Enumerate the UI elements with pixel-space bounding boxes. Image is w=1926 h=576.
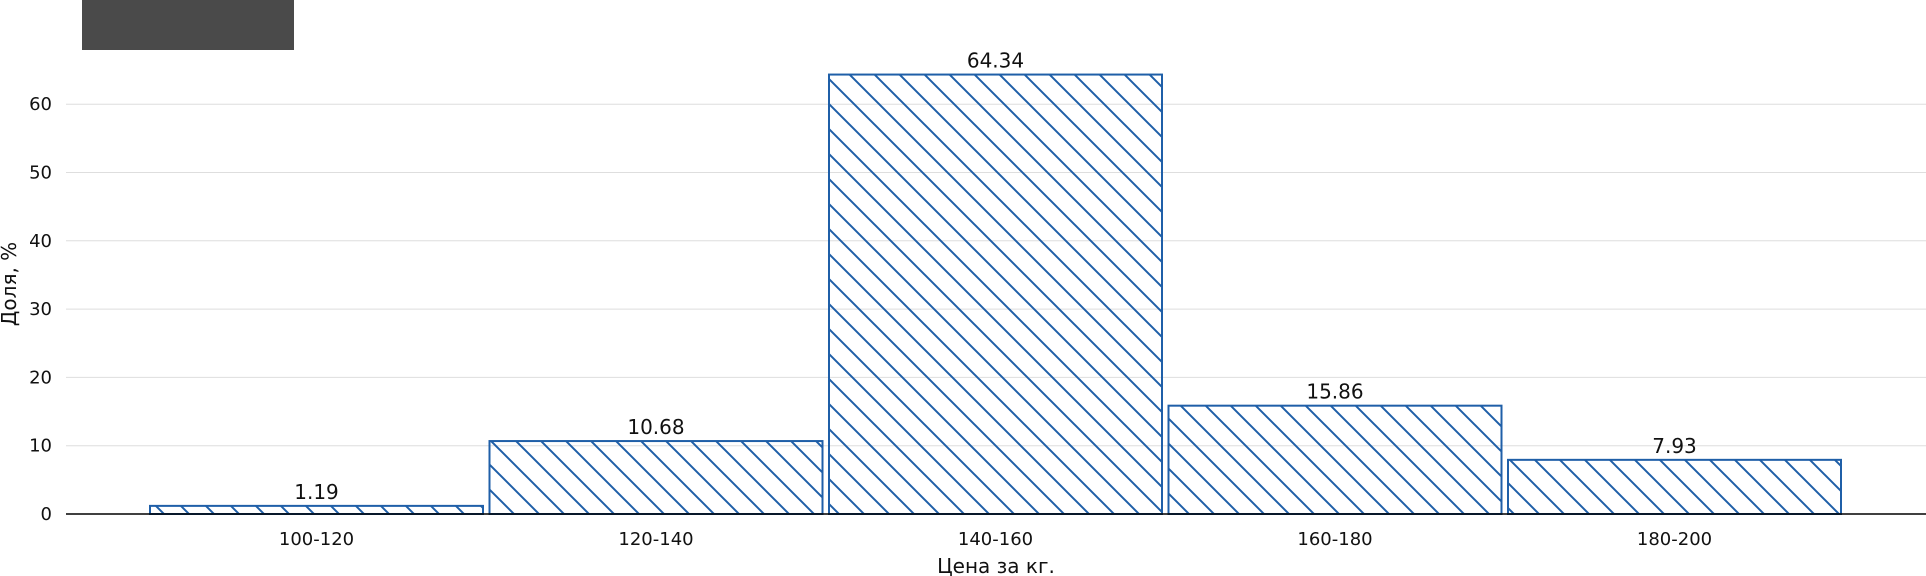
bar [149,504,484,516]
x-tick-label: 120-140 [618,529,693,550]
x-tick-label: 160-180 [1297,529,1372,550]
x-tick-label: 180-200 [1637,529,1712,550]
bar [1167,404,1503,516]
legend-box [82,0,294,50]
bar-value-label: 15.86 [1306,380,1363,404]
y-tick-label: 40 [29,231,52,252]
y-tick-label: 30 [29,299,52,320]
y-axis-ticks: 0 10 20 30 40 50 60 [29,94,52,525]
y-tick-label: 10 [29,436,52,457]
x-axis-ticks: 100-120 120-140 140-160 160-180 180-200 [279,529,1712,550]
bar-value-label: 10.68 [627,415,684,439]
bar [828,73,1163,515]
bar-value-label: 7.93 [1652,434,1697,458]
y-axis-title: Доля, % [0,242,21,326]
bar-value-label: 1.19 [294,480,339,504]
bar-value-label: 64.34 [967,49,1024,73]
x-tick-label: 100-120 [279,529,354,550]
x-tick-label: 140-160 [958,529,1033,550]
bar [488,440,824,515]
y-tick-label: 0 [41,504,52,525]
bar [1507,458,1842,516]
bars [149,73,1842,516]
x-axis-title: Цена за кг. [937,554,1055,576]
y-tick-label: 60 [29,94,52,115]
y-tick-label: 50 [29,163,52,184]
y-tick-label: 20 [29,367,52,388]
data-labels: 1.19 10.68 64.34 15.86 7.93 [294,49,1697,504]
